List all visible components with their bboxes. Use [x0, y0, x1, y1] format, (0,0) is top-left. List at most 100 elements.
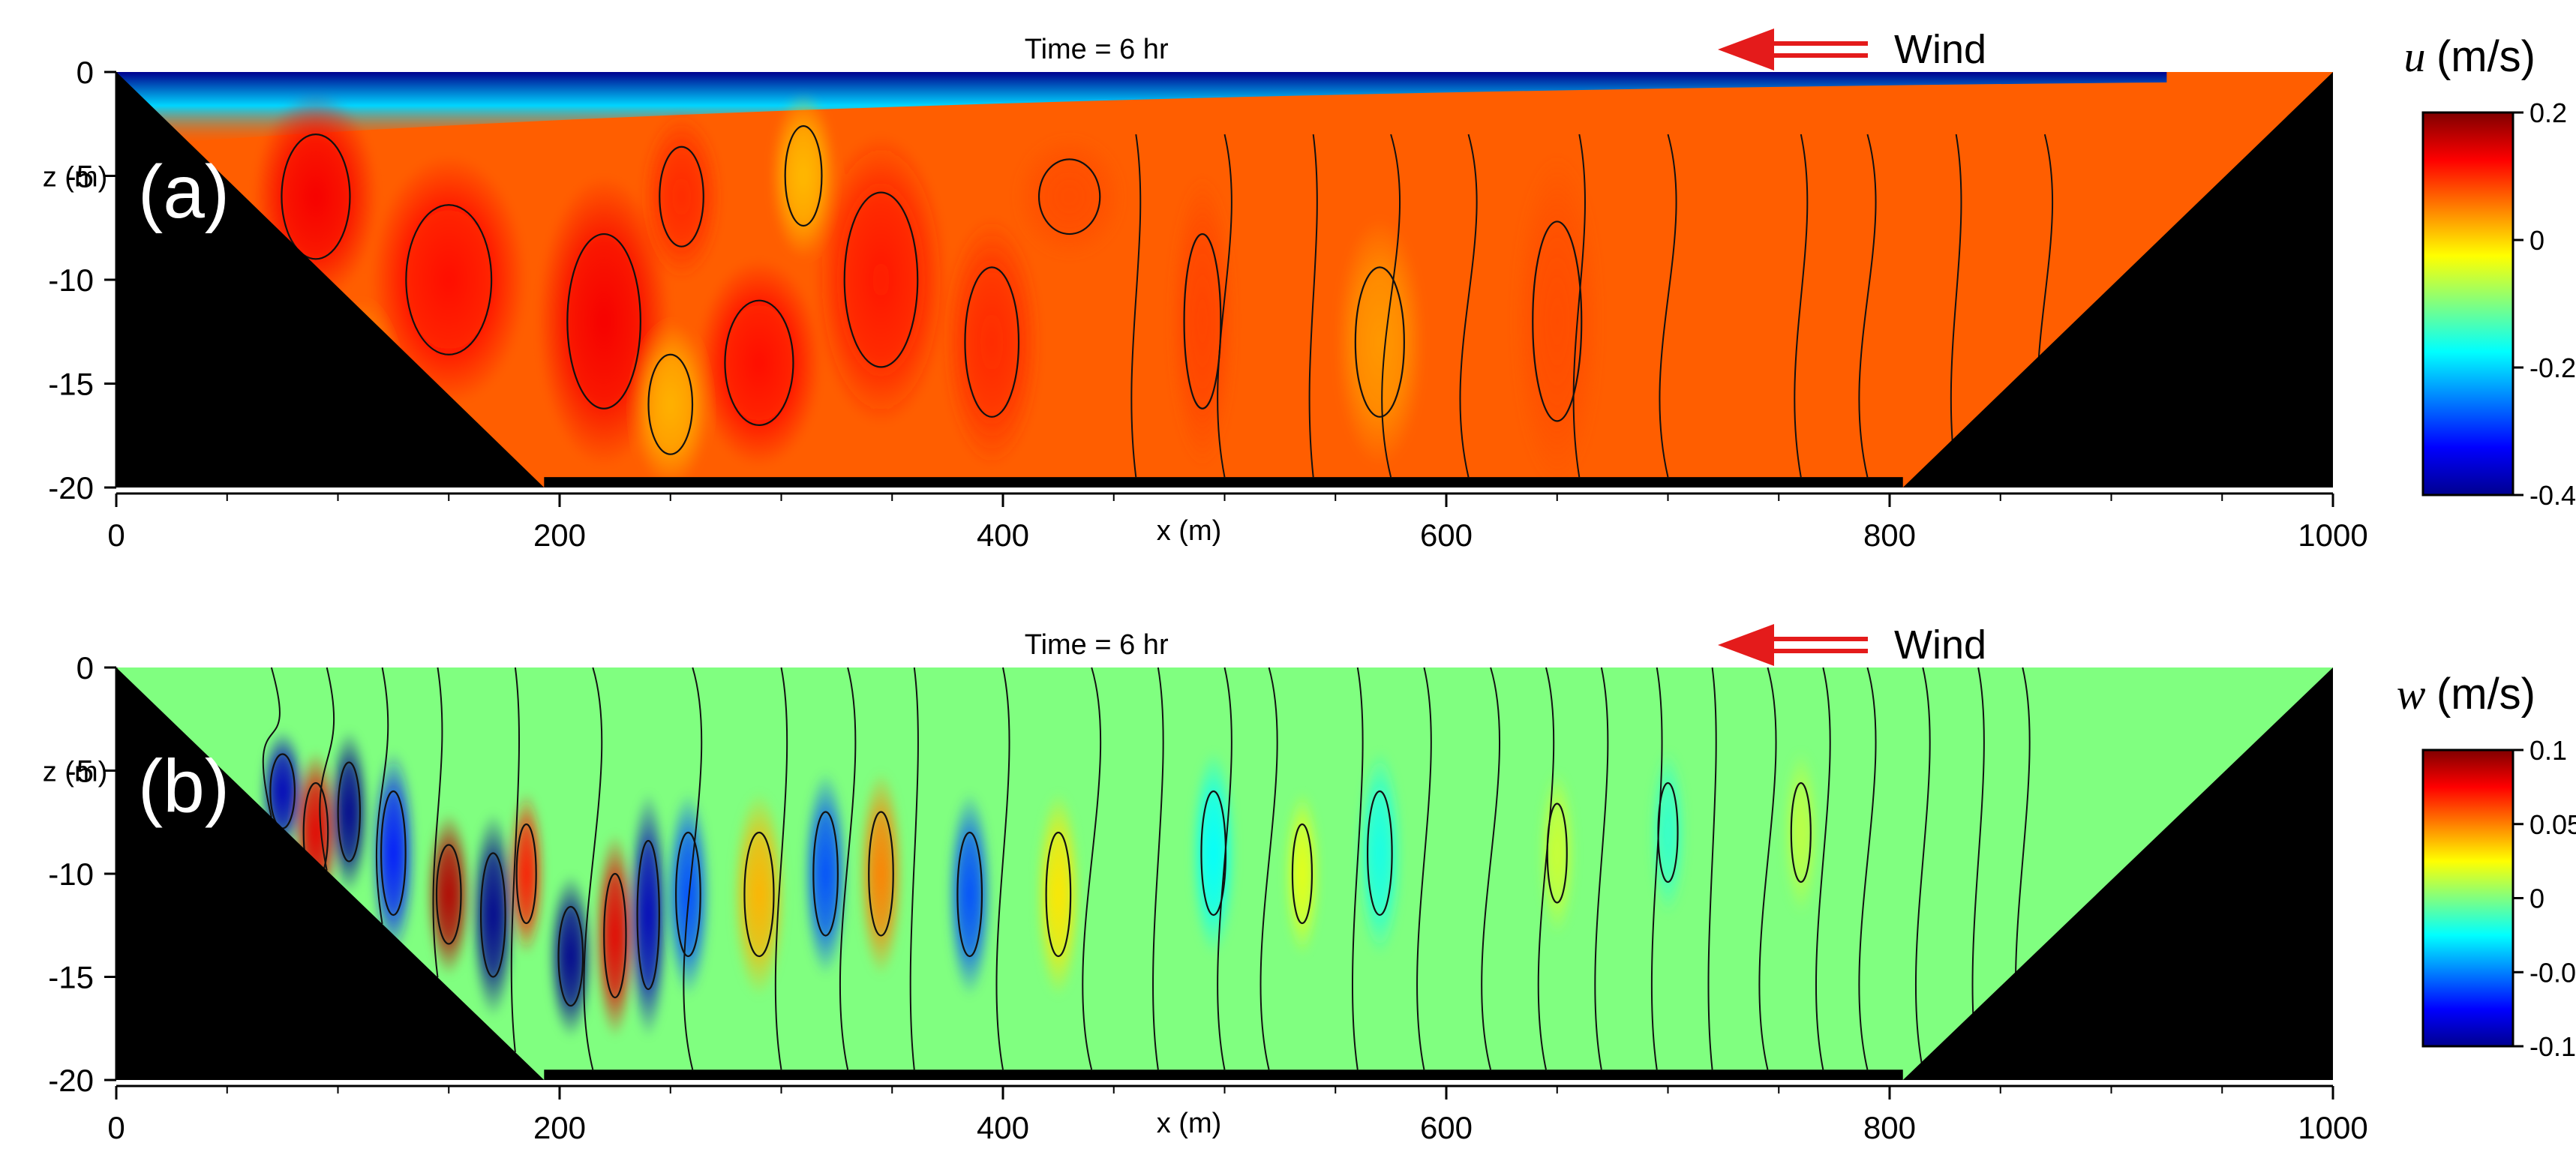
panel-b-wind-label: Wind: [1894, 622, 1986, 668]
panel-a-velocity-cell: [1335, 217, 1425, 467]
panel-a-contour-line: [1950, 134, 1962, 478]
panel-a-wind-label: Wind: [1894, 27, 1986, 72]
panel-a-x-tick-label: 800: [1863, 518, 1916, 553]
panel-b-velocity-cell: [858, 770, 904, 977]
panel-a-contour-line: [1130, 134, 1142, 478]
panel-a-colorbar-tick-label: 0: [2529, 225, 2544, 256]
panel-b-title: Time = 6 hr: [1025, 629, 1169, 661]
panel-a-contour-line: [1037, 158, 1101, 236]
panel-a-contour-line: [1183, 232, 1222, 410]
panel-a-velocity-cell: [814, 134, 948, 425]
panel-b-velocity-cell: [1284, 791, 1320, 956]
panel-b-contour-line: [583, 667, 603, 1070]
panel-b-velocity-cell: [371, 750, 416, 956]
panel-b-x-tick-label: 0: [107, 1110, 125, 1145]
panel-b-contour-line: [380, 790, 407, 916]
panel-a-contour-line: [1858, 134, 1877, 478]
panel-a-contour-line: [566, 232, 641, 410]
panel-b-y-tick-label: -20: [48, 1063, 94, 1098]
panel-b-wind-arrow: [1718, 624, 1868, 666]
panel-b-contour-line: [1152, 667, 1164, 1070]
panel-b-y-tick-label: -10: [48, 856, 94, 892]
panel-b-velocity-cell: [426, 812, 471, 977]
panel-b-y-tick-label: -5: [66, 754, 94, 789]
panel-b-contour-line: [510, 667, 521, 1053]
panel-b-colorbar-tick-label: 0: [2529, 884, 2544, 914]
panel-a-velocity-cell: [697, 259, 821, 467]
panel-b-contour-line: [675, 831, 701, 958]
panel-a-velocity-cell: [371, 154, 527, 405]
panel-b-colorbar-tick-label: -0.05: [2529, 957, 2576, 988]
panel-a-contour-line: [724, 299, 794, 426]
panel-b-y-tick-label: 0: [77, 650, 94, 686]
panel-b-contour-line: [1858, 667, 1877, 1070]
panel-a-contour-line: [1572, 134, 1586, 478]
panel-a-colorbar-tick-label: 0.2: [2529, 98, 2567, 128]
panel-b-contour-line: [1758, 667, 1777, 1070]
panel-b-panel-label: (b): [138, 745, 230, 829]
panel-b-velocity-cell: [803, 770, 848, 977]
panel-a-x-tick-label: 200: [533, 518, 586, 553]
panel-b-contour-line: [956, 831, 983, 958]
panel-b-contour-line: [479, 852, 506, 978]
panel-b-contour-line: [1366, 790, 1393, 916]
panel-a-velocity-cell: [770, 92, 837, 260]
panel-b-contour-line: [1481, 667, 1501, 1070]
panel-b-contour-line: [1351, 667, 1364, 1070]
panel-b-velocity-cell: [1036, 791, 1081, 998]
panel-b-contour-line: [1045, 831, 1072, 958]
panel-a-right-bank: [1902, 72, 2333, 488]
panel-b-velocity-cell: [509, 791, 545, 956]
panel-b-velocity-cell: [1539, 770, 1575, 936]
panel-b-velocity-cell: [329, 729, 369, 895]
panel-b-contour-line: [262, 667, 281, 818]
panel-b-contour-line: [319, 667, 335, 871]
panel-a-contour-line: [1308, 134, 1318, 478]
panel-b-velocity-cell: [595, 832, 635, 1039]
panel-b-colorbar-tick-label: 0.05: [2529, 809, 2576, 840]
panel-a-contour-line: [405, 204, 493, 356]
panel-a-contour-line: [647, 353, 694, 455]
panel-a-contour-line: [1381, 134, 1401, 478]
panel-b-colorbar-tick-label: 0.1: [2529, 735, 2567, 766]
panel-a-x-tick-label: 400: [977, 518, 1029, 553]
panel-a-left-bank: [116, 72, 545, 488]
panel-b-velocity-cell: [1357, 750, 1402, 956]
panel-b-contour-line: [1537, 667, 1555, 1070]
panel-a-x-axis-label: x (m): [1157, 515, 1222, 547]
panel-a-contour-line: [281, 134, 351, 260]
panel-b-contour-line: [909, 667, 919, 1070]
panel-b-x-tick-label: 200: [533, 1110, 586, 1145]
panel-a-u-velocity: 0 200 400 600 800 1000 0 -5 -10 -15 -20 x (m) z (m) (…: [43, 27, 2576, 553]
panel-a-contour-line: [1794, 134, 1809, 478]
panel-b-contour-line: [1594, 667, 1609, 1070]
panel-a-contour-line: [1217, 134, 1232, 478]
panel-a-surface-jet: [116, 72, 2167, 147]
panel-b-contour-line: [603, 872, 627, 999]
panel-b-x-tick-label: 800: [1863, 1110, 1916, 1145]
panel-a-contour-line: [1459, 134, 1478, 478]
panel-b-contour-line: [1650, 667, 1663, 1070]
panel-b-colorbar: [2421, 748, 2514, 1048]
panel-b-contour-line: [636, 839, 660, 991]
panel-b-contour-line: [1790, 782, 1812, 884]
panel-a-y-tick-label: 0: [77, 55, 94, 90]
panel-b-velocity-cell: [628, 791, 668, 1039]
panel-a-variable-symbol: u: [2403, 32, 2436, 81]
panel-b-contour-line: [1291, 823, 1314, 925]
panel-a-velocity-cell: [1013, 134, 1125, 260]
panel-b-velocity-cell: [665, 791, 710, 998]
panel-b-right-bank: [1902, 668, 2333, 1080]
panel-b-velocity-cell: [1650, 750, 1686, 915]
panel-a-contour-line: [1532, 220, 1583, 422]
panel-b-velocity-cell: [1191, 750, 1236, 956]
panel-a-y-tick-label: -10: [48, 262, 94, 298]
panel-a-variable-unit: (m/s): [2436, 32, 2535, 81]
panel-b-contour-line: [774, 667, 788, 1070]
panel-b-contour-line: [839, 667, 857, 1070]
panel-b-contour-line: [1082, 667, 1102, 1070]
panel-b-contour-line: [995, 667, 1010, 1070]
panel-b-y-tick-label: -15: [48, 960, 94, 995]
panel-a-colorbar-tick-label: -0.4: [2529, 480, 2576, 511]
